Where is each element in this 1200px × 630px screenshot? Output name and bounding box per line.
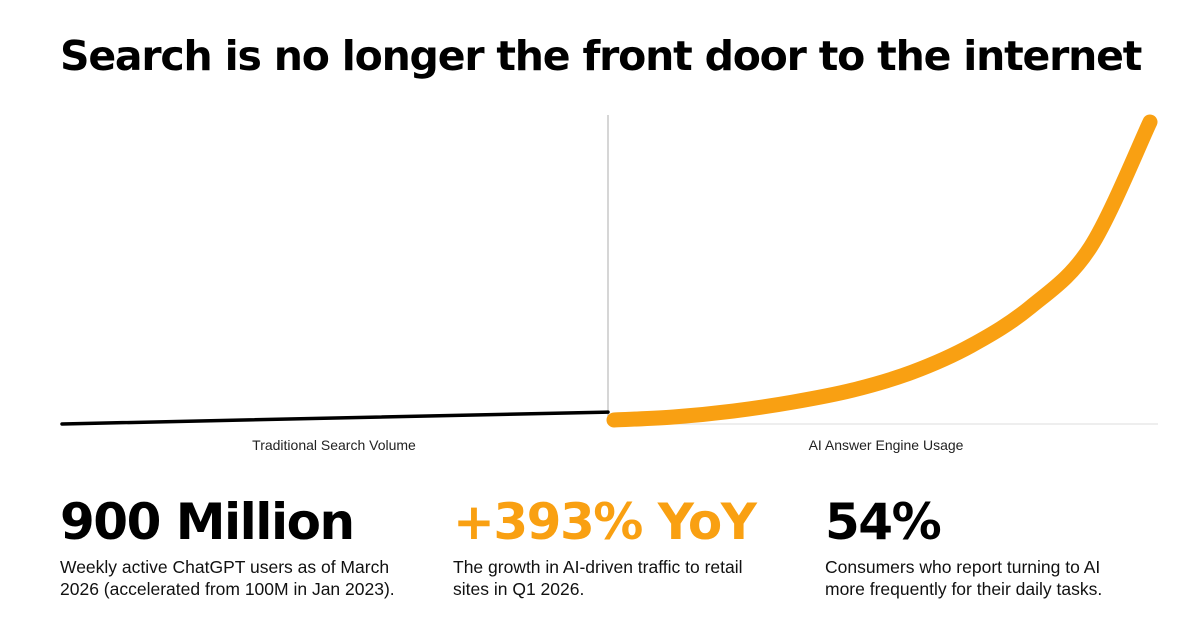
stat-description: Weekly active ChatGPT users as of March … — [60, 557, 395, 599]
stat-traffic-growth: +393% YoY The growth in AI-driven traffi… — [453, 492, 783, 600]
stat-value: 900 Million — [60, 493, 355, 551]
ai-usage-line — [606, 114, 1158, 428]
stat-value: 54% — [825, 493, 942, 551]
stat-ai-adoption: 54% Consumers who report turning to AI m… — [825, 492, 1135, 600]
stat-weekly-users: 900 Million Weekly active ChatGPT users … — [60, 492, 410, 600]
page-title: Search is no longer the front door to th… — [60, 32, 1142, 80]
traditional-search-line — [60, 410, 610, 426]
traditional-search-label: Traditional Search Volume — [252, 437, 416, 453]
ai-usage-label: AI Answer Engine Usage — [808, 437, 964, 453]
stat-description: Consumers who report turning to AI more … — [825, 557, 1103, 599]
stat-value: +393% YoY — [453, 493, 757, 551]
stat-description: The growth in AI-driven traffic to retai… — [453, 557, 743, 599]
